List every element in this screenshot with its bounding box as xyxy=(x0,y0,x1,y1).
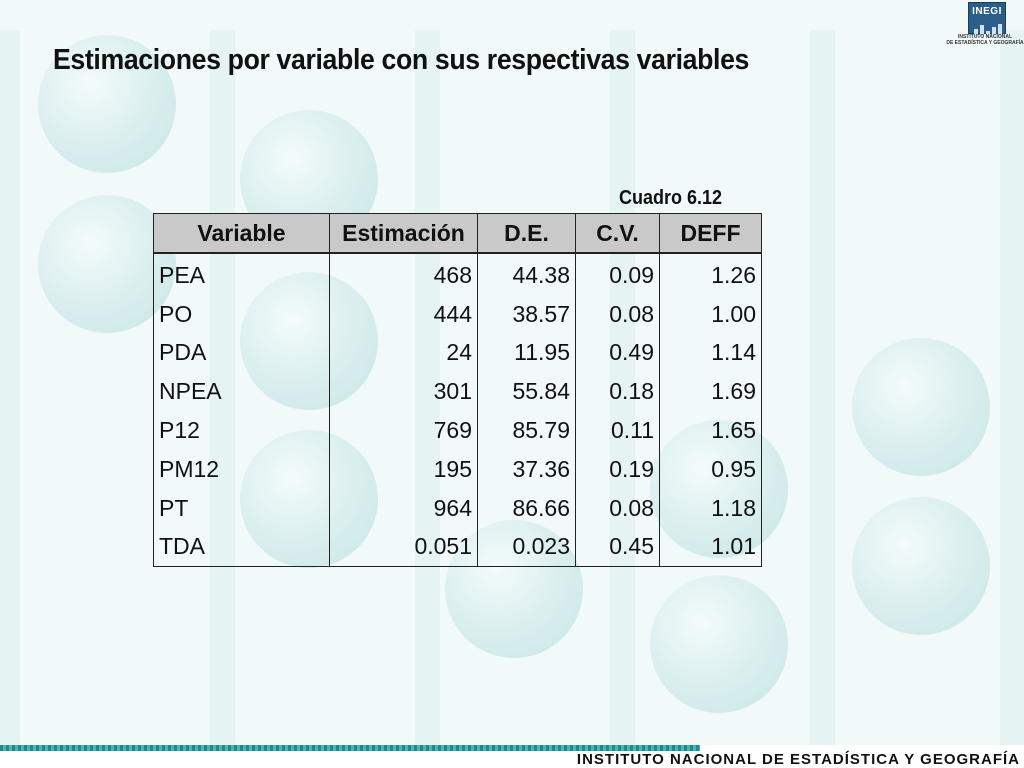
variable-cell: PDA xyxy=(153,333,330,373)
estimate-cell: 444 xyxy=(329,294,478,334)
table-row: PT 964 86.66 0.08 1.18 xyxy=(153,488,762,528)
logo-bars-icon xyxy=(974,19,1004,37)
background-bubble xyxy=(852,338,990,476)
estimate-cell: 0.051 xyxy=(329,527,478,568)
background-stripe xyxy=(810,30,835,745)
variable-cell: P12 xyxy=(153,411,330,450)
variable-cell: PO xyxy=(153,294,330,334)
variable-cell: NPEA xyxy=(153,372,330,412)
deff-cell: 0.95 xyxy=(659,449,762,489)
estimate-cell: 468 xyxy=(329,253,478,295)
estimate-cell: 24 xyxy=(329,333,478,373)
cv-cell: 0.18 xyxy=(575,372,660,412)
logo-mark-text: INEGI xyxy=(972,6,1002,17)
variable-cell: PT xyxy=(153,488,330,528)
table-row: PDA 24 11.95 0.49 1.14 xyxy=(153,333,762,373)
inegi-logo-mark: INEGI xyxy=(968,2,1006,37)
deff-cell: 1.26 xyxy=(659,253,762,295)
footer-accent-line xyxy=(0,745,700,751)
logo-caption: INSTITUTO NACIONAL DE ESTADÍSTICA Y GEOG… xyxy=(946,34,1024,46)
page-title: Estimaciones por variable con sus respec… xyxy=(53,44,750,76)
std-error-cell: 37.36 xyxy=(477,449,576,489)
logo-caption-line2: DE ESTADÍSTICA Y GEOGRAFÍA xyxy=(946,40,1024,46)
background-bubble xyxy=(38,35,176,173)
variable-cell: TDA xyxy=(153,527,330,568)
logo-caption-line1: INSTITUTO NACIONAL xyxy=(957,34,1013,40)
std-error-cell: 55.84 xyxy=(477,372,576,412)
cv-cell: 0.49 xyxy=(575,333,660,373)
background-stripe xyxy=(0,30,20,745)
table-header-row: Variable Estimación D.E. C.V. DEFF xyxy=(153,213,762,254)
estimates-table: Variable Estimación D.E. C.V. DEFF PEA 4… xyxy=(153,213,762,568)
deff-cell: 1.00 xyxy=(659,294,762,334)
table-row: P12 769 85.79 0.11 1.65 xyxy=(153,411,762,450)
background-stripe xyxy=(1000,30,1024,745)
std-error-cell: 44.38 xyxy=(477,253,576,295)
table-row: PO 444 38.57 0.08 1.00 xyxy=(153,294,762,334)
deff-cell: 1.65 xyxy=(659,411,762,450)
std-error-cell: 11.95 xyxy=(477,333,576,373)
table-row: PM12 195 37.36 0.19 0.95 xyxy=(153,449,762,489)
table-row: TDA 0.051 0.023 0.45 1.01 xyxy=(153,527,762,568)
inegi-logo: INEGI INSTITUTO NACIONAL DE ESTADÍSTICA … xyxy=(946,0,1024,48)
std-error-cell: 86.66 xyxy=(477,488,576,528)
background-bubble xyxy=(650,575,788,713)
deff-cell: 1.14 xyxy=(659,333,762,373)
cv-cell: 0.08 xyxy=(575,488,660,528)
footer-institution-name: INSTITUTO NACIONAL DE ESTADÍSTICA Y GEOG… xyxy=(576,751,1020,768)
std-error-cell: 38.57 xyxy=(477,294,576,334)
cv-cell: 0.11 xyxy=(575,411,660,450)
variable-cell: PM12 xyxy=(153,449,330,489)
std-error-cell: 0.023 xyxy=(477,527,576,568)
table-row: NPEA 301 55.84 0.18 1.69 xyxy=(153,372,762,412)
background-bubble xyxy=(852,497,990,635)
column-header: D.E. xyxy=(477,213,576,254)
column-header: DEFF xyxy=(659,213,762,254)
cv-cell: 0.09 xyxy=(575,253,660,295)
table-row: PEA 468 44.38 0.09 1.26 xyxy=(153,253,762,295)
estimate-cell: 769 xyxy=(329,411,478,450)
column-header: Variable xyxy=(153,213,330,254)
table-caption: Cuadro 6.12 xyxy=(619,187,723,209)
column-header: Estimación xyxy=(329,213,478,254)
column-header: C.V. xyxy=(575,213,660,254)
cv-cell: 0.45 xyxy=(575,527,660,568)
estimate-cell: 301 xyxy=(329,372,478,412)
deff-cell: 1.01 xyxy=(659,527,762,568)
variable-cell: PEA xyxy=(153,253,330,295)
estimate-cell: 964 xyxy=(329,488,478,528)
deff-cell: 1.18 xyxy=(659,488,762,528)
cv-cell: 0.19 xyxy=(575,449,660,489)
estimate-cell: 195 xyxy=(329,449,478,489)
deff-cell: 1.69 xyxy=(659,372,762,412)
std-error-cell: 85.79 xyxy=(477,411,576,450)
cv-cell: 0.08 xyxy=(575,294,660,334)
